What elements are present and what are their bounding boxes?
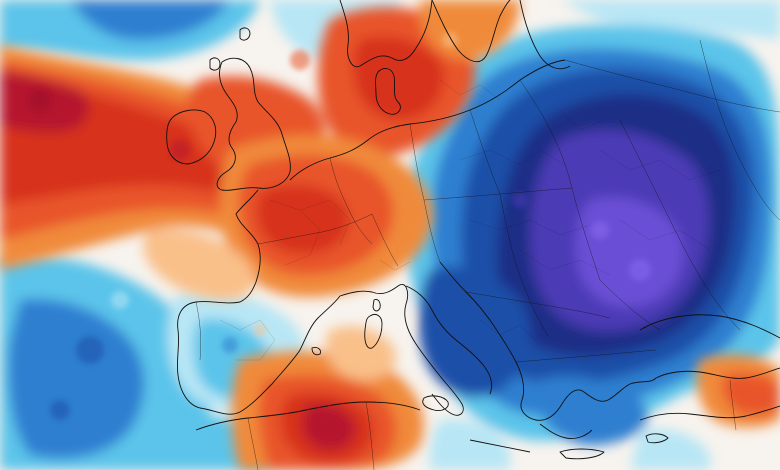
coast-crete (559, 448, 605, 460)
speckle (76, 336, 104, 364)
coast-italy-east (405, 285, 493, 395)
coast-cyprus (645, 433, 669, 444)
aegean-cold (540, 376, 648, 446)
balkans-cold (418, 266, 531, 398)
coast-sicily (422, 395, 449, 411)
region-mesh (559, 109, 606, 131)
arctic-cool (560, 0, 780, 40)
turkey-warm-core (722, 373, 780, 416)
border-hu-ro (499, 193, 549, 337)
atlantic-south-cold (8, 299, 145, 459)
western-europe-warm-core (256, 185, 349, 254)
border-balkans-1 (465, 291, 611, 319)
speckle (111, 291, 129, 309)
coast-italy-west (339, 284, 464, 416)
border-es-pt (195, 301, 202, 361)
speckle (591, 221, 609, 239)
cyprus-cool (630, 428, 710, 470)
border-ch (371, 213, 399, 267)
speckle (50, 400, 70, 420)
coast-libya (469, 439, 531, 453)
border-ua-west (519, 79, 601, 281)
border-ro-ua (599, 279, 661, 331)
biscay-warm (143, 229, 255, 300)
region-mesh (269, 199, 321, 266)
speckle (512, 192, 528, 208)
region-mesh (479, 319, 541, 346)
region-mesh (379, 259, 411, 271)
coast-turkey-north (655, 367, 780, 379)
north-atlantic-cold-core (70, 0, 230, 40)
coast-france-iberia (176, 189, 341, 415)
border-fr-de (329, 157, 373, 245)
region-mesh (599, 149, 721, 181)
border-ru-inner (699, 39, 780, 221)
coast-balearics (311, 347, 321, 356)
border-ru-by (564, 59, 780, 113)
coast-aegean (561, 377, 657, 405)
coast-corsica (372, 299, 381, 312)
coast-sardinia (364, 313, 383, 349)
border-balkans-2 (515, 349, 657, 363)
coast-denmark (375, 68, 401, 115)
border-ma-dz (247, 417, 259, 470)
national-borders (195, 39, 780, 470)
coast-sweden (431, 0, 511, 63)
region-mesh (219, 319, 276, 361)
regional-borders (219, 79, 721, 361)
speckle (222, 337, 238, 353)
coast-peloponnese (539, 423, 593, 439)
region-mesh (619, 219, 711, 251)
border-dz-tn (365, 401, 375, 470)
speckle (254, 324, 266, 336)
coast-black-sea-north (639, 314, 780, 339)
coast-baltic-east (519, 0, 571, 70)
speckle (170, 140, 190, 160)
coast-turkey-south (639, 405, 780, 421)
coast-great-britain (216, 57, 291, 191)
coast-scandinavia (339, 0, 433, 68)
coast-ireland (166, 109, 217, 165)
ionian-cool (429, 419, 510, 470)
speckle (290, 50, 310, 70)
coast-hebrides (209, 57, 221, 71)
region-mesh (469, 219, 591, 236)
border-fr-es (257, 213, 373, 245)
border-tr-inner (729, 379, 737, 431)
speckle (442, 32, 458, 48)
region-mesh (299, 199, 351, 246)
region-mesh (439, 79, 501, 101)
region-mesh (459, 149, 566, 166)
coast-north-africa (195, 401, 421, 431)
speckle (629, 259, 651, 281)
border-pl-by (469, 109, 501, 195)
speckle (28, 88, 52, 112)
texture-speckles (28, 32, 651, 420)
coast-orkney (239, 27, 251, 41)
region-mesh (519, 249, 611, 276)
north-africa-warm-deep (302, 403, 356, 450)
border-ua-ru (619, 119, 741, 331)
